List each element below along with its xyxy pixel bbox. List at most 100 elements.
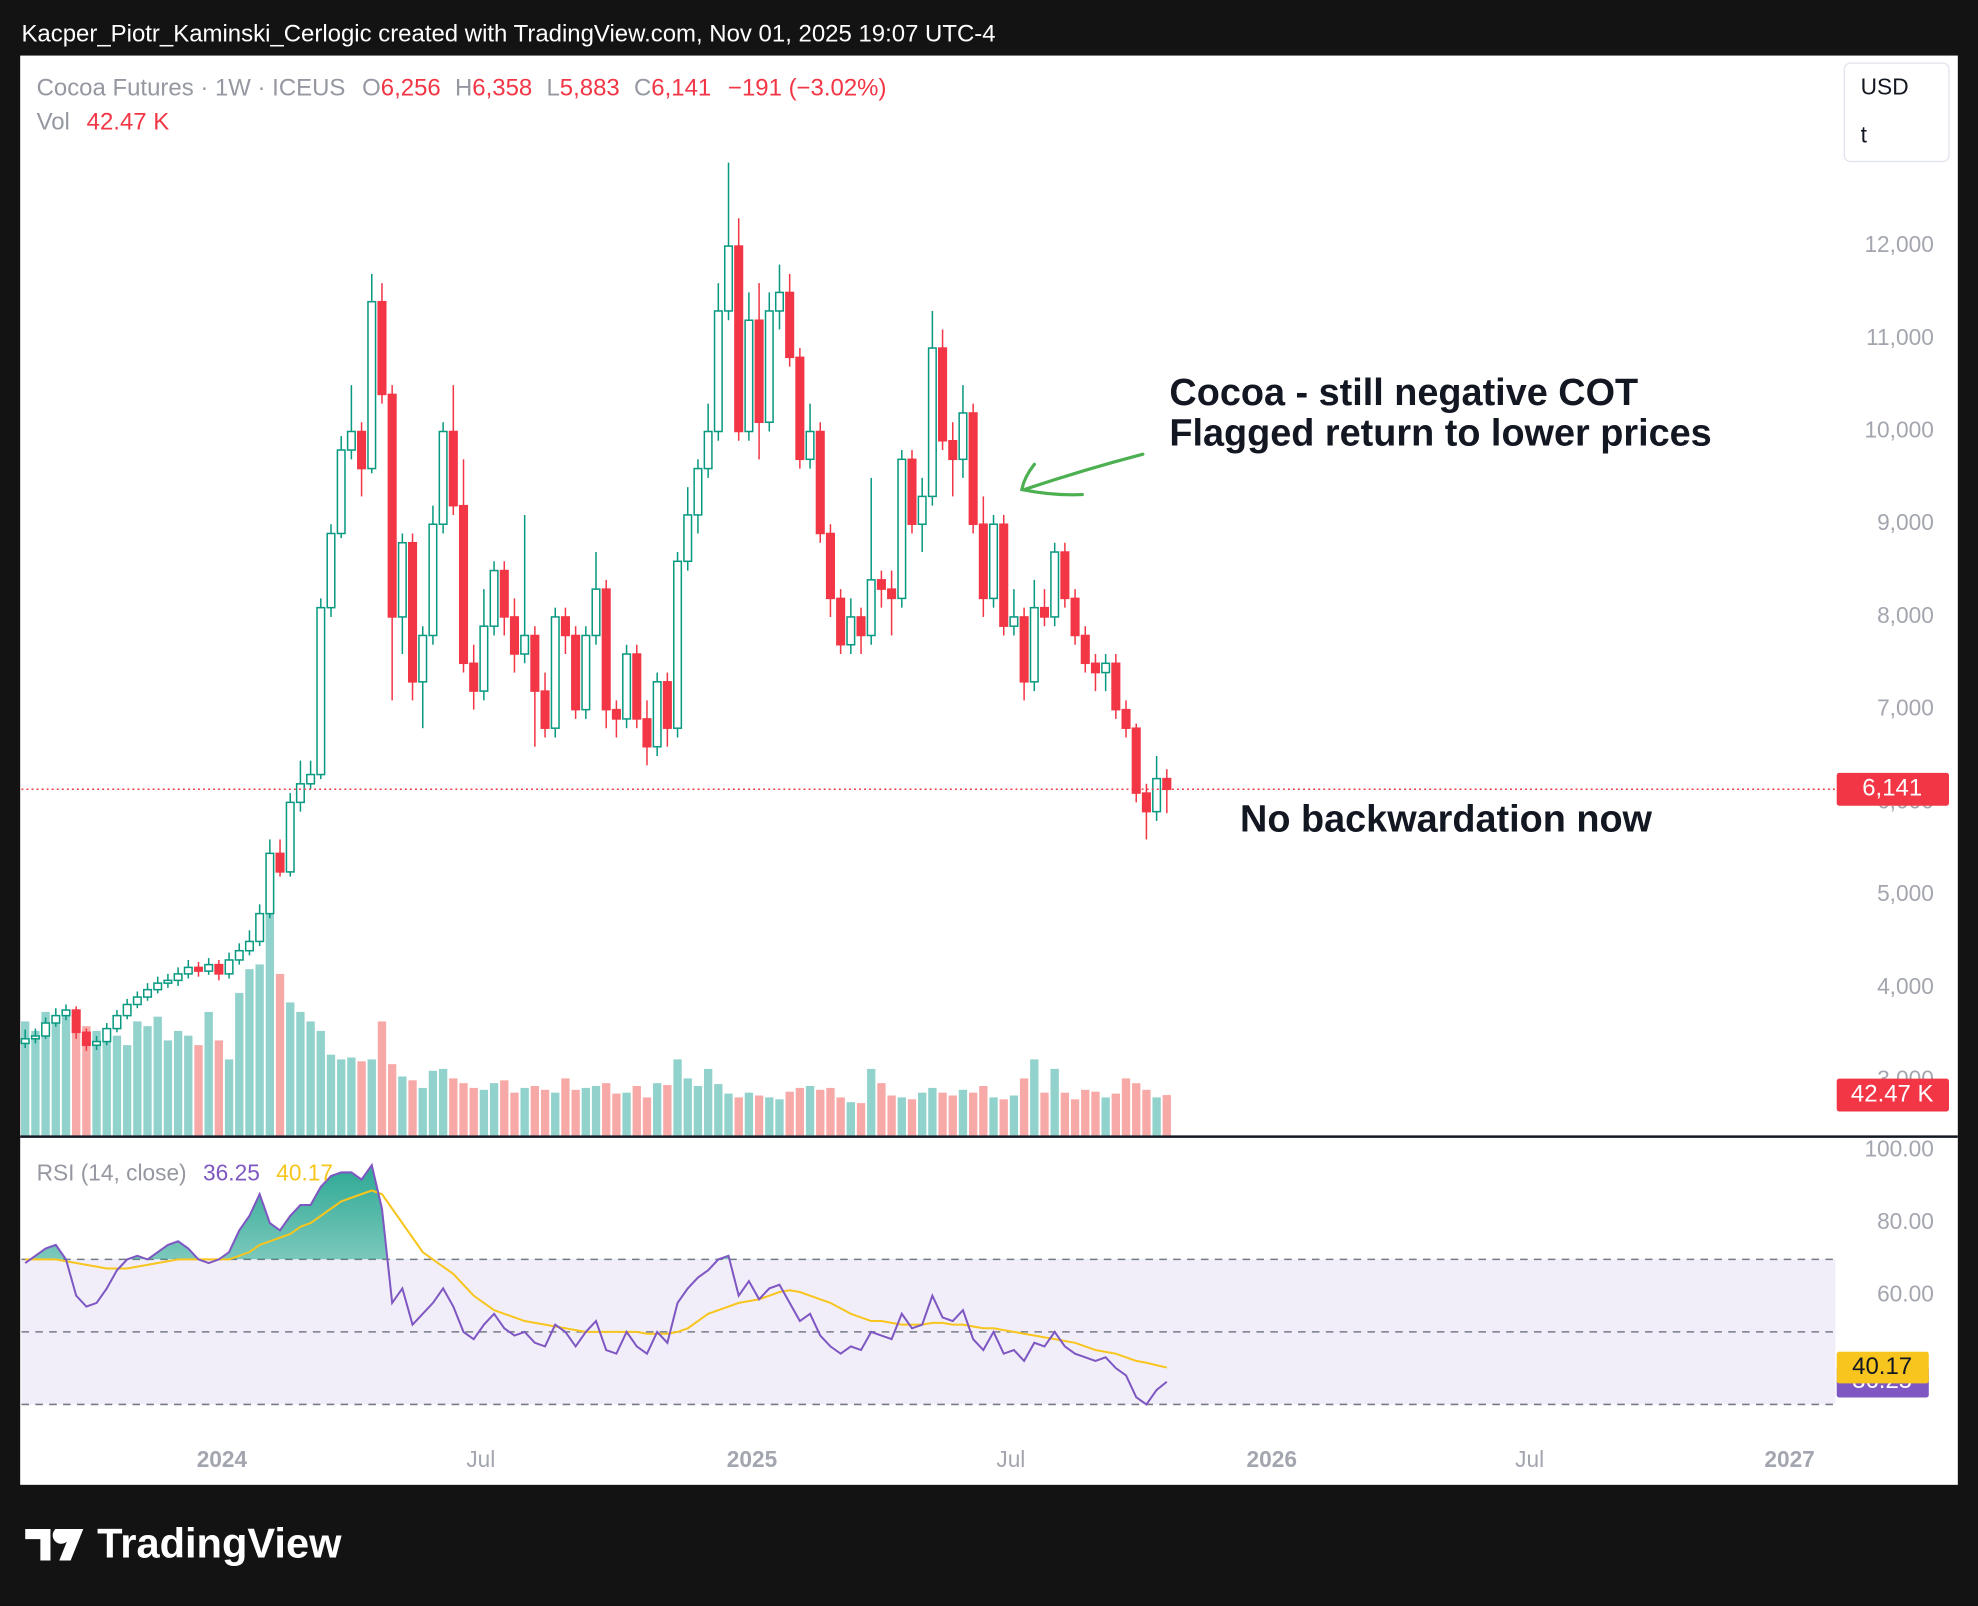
volume-bar	[1101, 1097, 1110, 1136]
volume-bar	[173, 1030, 183, 1136]
candle-body	[448, 430, 458, 507]
volume-bar	[867, 1068, 876, 1136]
volume-bar	[1060, 1092, 1070, 1136]
volume-bar	[1030, 1059, 1039, 1136]
candle-body	[836, 597, 846, 646]
volume-bar	[163, 1040, 173, 1136]
x-tick-label: Jul	[466, 1446, 495, 1472]
legend-value: 6,141	[651, 75, 711, 102]
unit-box[interactable]	[1843, 62, 1950, 163]
candle-body	[71, 1009, 81, 1034]
candle-body	[1141, 792, 1151, 813]
volume-bar	[653, 1083, 662, 1136]
candle-body	[693, 467, 703, 516]
legend-value: 5,883	[560, 75, 620, 102]
candle-body	[316, 606, 326, 776]
candle-body	[61, 1009, 71, 1017]
rsi-label-box	[1836, 1351, 1929, 1384]
candle-body	[968, 412, 978, 525]
candle-body	[917, 495, 927, 525]
candle-body	[81, 1031, 91, 1047]
x-tick-label: 2026	[1247, 1446, 1297, 1472]
candle-body	[581, 634, 591, 711]
volume-bar	[816, 1089, 825, 1136]
volume-bar	[785, 1091, 794, 1136]
candle-body	[458, 504, 469, 665]
candle-body	[1050, 551, 1060, 618]
volume-bar	[479, 1089, 489, 1136]
candle-body	[92, 1040, 102, 1047]
rsi-value: 36.25	[203, 1160, 260, 1186]
rsi-tick-label: 80.00	[1877, 1208, 1934, 1234]
candle-body	[713, 310, 723, 433]
candle-body	[1009, 616, 1019, 627]
legend-key: L	[546, 75, 559, 102]
candle-body	[1070, 597, 1080, 637]
candle-body	[632, 653, 642, 720]
volume-bar	[214, 1040, 224, 1136]
volume-bar	[21, 1021, 30, 1136]
y-tick-label: 7,000	[1877, 695, 1934, 721]
candle-body	[408, 542, 418, 683]
volume-bar	[357, 1061, 366, 1136]
annotation: Cocoa - still negative COT	[1169, 372, 1638, 414]
volume-bar	[765, 1097, 774, 1136]
volume-bar	[133, 1021, 142, 1136]
volume-layer	[21, 878, 1171, 1136]
volume-bar	[194, 1045, 203, 1136]
candle-body	[132, 996, 142, 1006]
unit[interactable]: t	[1861, 121, 1868, 147]
x-tick-label: 2027	[1764, 1446, 1814, 1472]
candle-body	[438, 430, 448, 525]
candle-body	[499, 569, 509, 618]
x-tick-label: Jul	[996, 1446, 1025, 1472]
volume-bar	[510, 1092, 519, 1136]
volume-bar	[877, 1083, 886, 1136]
annotation: No backwardation now	[1240, 798, 1653, 840]
volume-bar	[1050, 1068, 1059, 1136]
candle-body	[622, 653, 632, 720]
candle-body	[825, 532, 835, 600]
currency[interactable]: USD	[1861, 73, 1909, 99]
volume-bar	[265, 878, 275, 1136]
candle-body	[978, 523, 988, 600]
candle-body	[418, 634, 428, 683]
candle-body	[1131, 727, 1141, 794]
candle-body	[1090, 662, 1100, 674]
candle-body	[520, 634, 530, 655]
candle-layer	[20, 162, 1172, 1051]
volume-bar	[693, 1086, 703, 1136]
candle-body	[988, 523, 999, 600]
candle-body	[1039, 606, 1050, 618]
candle-body	[1111, 662, 1121, 711]
volume-bar	[326, 1054, 336, 1136]
brand-icon	[25, 1528, 84, 1561]
candle-body	[153, 982, 163, 991]
volume-bar	[979, 1086, 988, 1136]
volume-bar	[948, 1095, 957, 1136]
candle-body	[866, 579, 876, 637]
volume-bar	[805, 1086, 815, 1136]
candle-body	[673, 560, 683, 729]
volume-bar	[428, 1070, 438, 1136]
volume-bar	[184, 1035, 193, 1136]
candle-body	[1019, 616, 1029, 683]
candle-body	[683, 514, 693, 563]
candle-body	[122, 1003, 132, 1017]
rsi-line	[24, 1162, 1168, 1406]
volume-bar	[204, 1011, 213, 1136]
candle-body	[30, 1035, 40, 1040]
candle-body	[754, 319, 764, 423]
volume-bar	[459, 1083, 468, 1136]
candle-body	[142, 988, 153, 998]
volume-bar	[907, 1099, 917, 1136]
volume-bar	[316, 1030, 325, 1136]
volume-bar	[958, 1089, 968, 1136]
legend-value: 6,358	[472, 75, 532, 102]
volume-bar	[61, 1011, 71, 1136]
volume-bar	[1019, 1078, 1029, 1136]
legend-key: O	[362, 75, 381, 102]
brand-logo	[25, 1528, 84, 1561]
volume-bar	[1091, 1091, 1100, 1136]
volume-bar	[887, 1095, 896, 1136]
